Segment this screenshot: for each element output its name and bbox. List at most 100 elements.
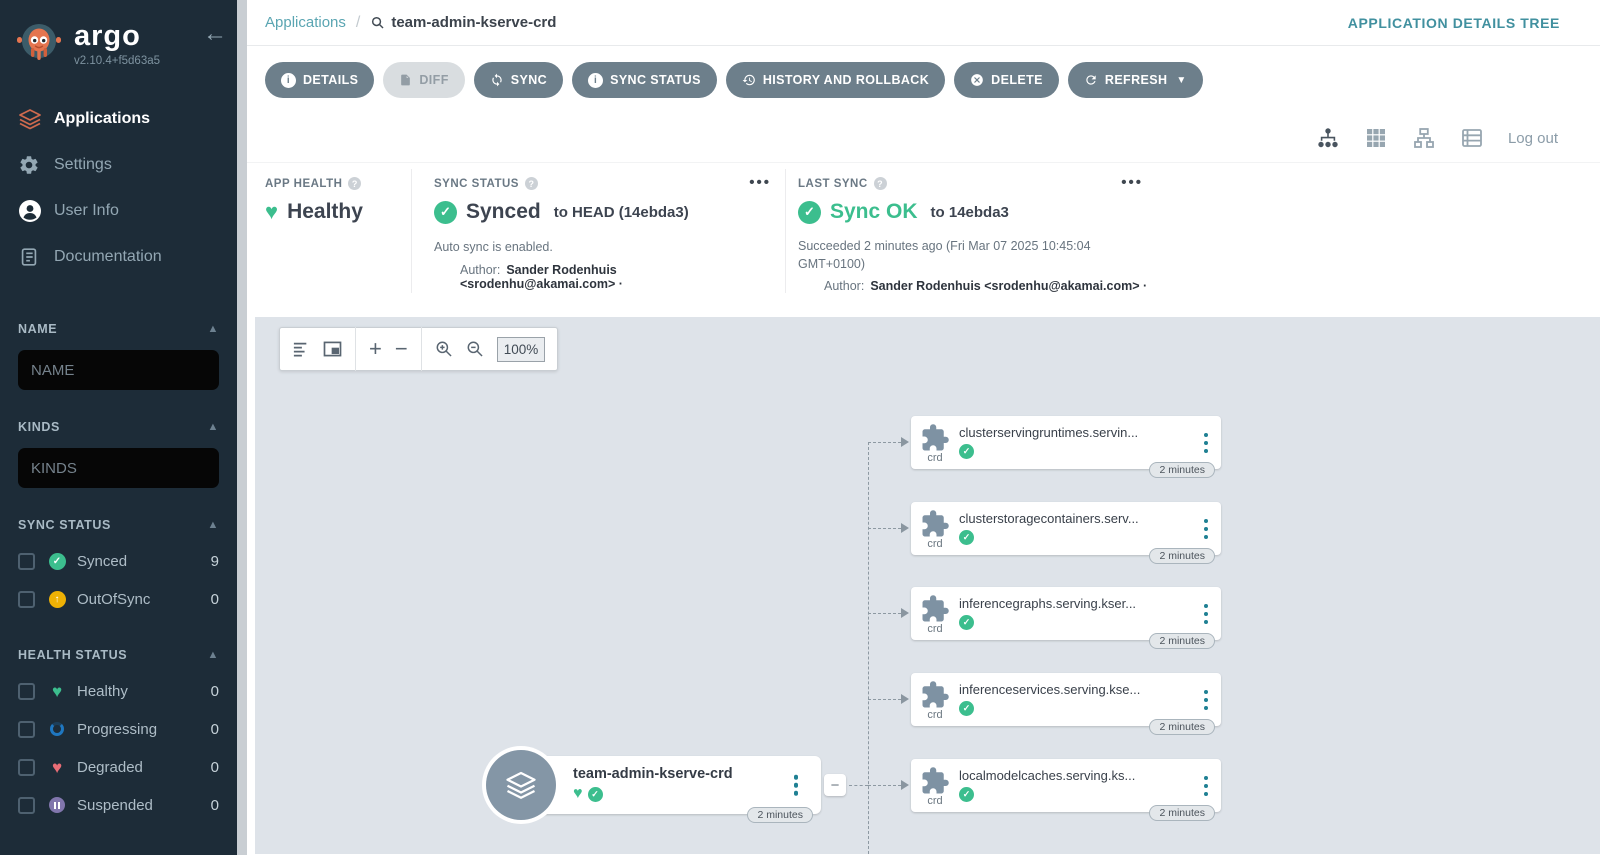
- sidebar-collapse-icon[interactable]: ←: [203, 20, 227, 47]
- zoom-level-input[interactable]: 100%: [496, 336, 546, 362]
- degraded-count: 0: [210, 758, 219, 776]
- sync-button[interactable]: SYNC: [473, 62, 564, 98]
- synced-icon: ✓: [959, 615, 974, 631]
- collapse-triangle-icon[interactable]: ▲: [207, 323, 219, 335]
- search-icon: [372, 16, 384, 29]
- zoom-out-button[interactable]: −: [394, 336, 408, 362]
- help-icon[interactable]: ?: [348, 177, 362, 190]
- last-sync-menu[interactable]: •••: [1121, 174, 1143, 191]
- author-value: Sander Rodenhuis <srodenhu@akamai.com> ·: [870, 279, 1148, 294]
- suspended-checkbox[interactable]: [18, 796, 35, 814]
- graph-canvas[interactable]: + − 100%: [255, 317, 1600, 855]
- collapse-triangle-icon[interactable]: ▲: [207, 421, 219, 433]
- last-sync-target[interactable]: to 14ebda3: [930, 203, 1009, 221]
- resource-node-localmodelcaches[interactable]: crd localmodelcaches.serving.ks... ✓ 2 m…: [911, 759, 1221, 822]
- node-menu[interactable]: [1203, 416, 1208, 469]
- crd-puzzle-icon: [922, 767, 949, 794]
- outofsync-icon: ↑: [48, 590, 66, 608]
- filter-row-outofsync: ↑ OutOfSync 0: [18, 580, 219, 618]
- list-view-icon[interactable]: [1460, 126, 1484, 150]
- sync-status-panel: SYNC STATUS ? ••• ✓ Synced to HEAD (14eb…: [411, 169, 785, 294]
- author-label: Author:: [824, 279, 865, 294]
- outofsync-checkbox[interactable]: [18, 590, 35, 608]
- filter-sync-status: SYNC STATUS ▲ ✓ Synced 9 ↑ OutOfSync 0: [18, 518, 219, 618]
- sync-status-button[interactable]: i SYNC STATUS: [572, 62, 717, 98]
- author-value: Sander Rodenhuis <srodenhu@akamai.com> ·: [460, 263, 623, 291]
- sync-status-menu[interactable]: •••: [749, 174, 771, 191]
- application-icon[interactable]: [486, 750, 556, 821]
- breadcrumb-applications-link[interactable]: Applications: [265, 14, 346, 31]
- degraded-checkbox[interactable]: [18, 758, 35, 776]
- crd-puzzle-icon: [922, 595, 949, 622]
- auto-sync-note: Auto sync is enabled.: [434, 240, 553, 254]
- filter-row-synced: ✓ Synced 9: [18, 542, 219, 580]
- tree-trunk-line: [868, 442, 869, 855]
- synced-icon: ✓: [587, 786, 603, 802]
- node-menu[interactable]: [1203, 502, 1208, 555]
- sidebar-item-applications[interactable]: Applications: [0, 96, 237, 142]
- fit-to-screen-icon[interactable]: [323, 341, 342, 357]
- kinds-filter-input[interactable]: [18, 448, 219, 488]
- book-icon: [18, 246, 54, 268]
- diff-button[interactable]: DIFF: [383, 62, 465, 98]
- application-card[interactable]: team-admin-kserve-crd ♥ ✓ 2 minutes: [521, 756, 821, 824]
- name-filter-input[interactable]: [18, 350, 219, 390]
- history-rollback-button[interactable]: HISTORY AND ROLLBACK: [725, 62, 946, 98]
- layers-icon: [18, 107, 54, 131]
- align-icon[interactable]: [292, 341, 310, 357]
- synced-icon: ✓: [959, 701, 974, 717]
- main-content: Applications / team-admin-kserve-crd APP…: [247, 0, 1600, 855]
- file-icon: [401, 74, 411, 86]
- degraded-heart-icon: ♥: [51, 757, 63, 777]
- filter-health-header: HEALTH STATUS: [18, 648, 128, 662]
- breadcrumb-bar: Applications / team-admin-kserve-crd APP…: [247, 0, 1600, 46]
- author-label: Author:: [460, 263, 501, 277]
- help-icon[interactable]: ?: [524, 177, 538, 190]
- collapse-children-button[interactable]: −: [824, 774, 846, 797]
- resource-node-inferenceservices[interactable]: crd inferenceservices.serving.kse... ✓ 2…: [911, 673, 1221, 736]
- application-node[interactable]: team-admin-kserve-crd ♥ ✓ 2 minutes −: [486, 750, 846, 824]
- tree-branch-line: [868, 785, 901, 787]
- node-menu[interactable]: [1203, 587, 1208, 640]
- node-menu[interactable]: [1203, 673, 1208, 726]
- arrowhead-icon: [901, 780, 909, 791]
- refresh-button[interactable]: REFRESH ▼: [1067, 62, 1203, 98]
- sidebar: argo v2.10.4+f5d63a5 ← Applications Sett…: [0, 0, 237, 855]
- node-menu[interactable]: [1203, 759, 1208, 812]
- collapse-triangle-icon[interactable]: ▲: [207, 649, 219, 661]
- app-connector-line: [849, 785, 868, 787]
- zoom-in-button[interactable]: +: [369, 336, 382, 362]
- progressing-checkbox[interactable]: [18, 720, 35, 738]
- magnifier-plus-icon[interactable]: [435, 340, 453, 358]
- delete-button[interactable]: DELETE: [954, 62, 1059, 98]
- graph-toolbar: + − 100%: [279, 327, 559, 372]
- healthy-checkbox[interactable]: [18, 682, 35, 700]
- network-view-icon[interactable]: [1412, 126, 1436, 150]
- outofsync-count: 0: [210, 590, 219, 608]
- app-name: team-admin-kserve-crd: [391, 14, 557, 31]
- tree-view-icon[interactable]: [1316, 126, 1340, 150]
- details-button[interactable]: i DETAILS: [265, 62, 375, 98]
- collapse-triangle-icon[interactable]: ▲: [207, 519, 219, 531]
- magnifier-minus-icon[interactable]: [466, 340, 484, 358]
- sync-target[interactable]: to HEAD (14ebda3): [553, 203, 689, 221]
- view-switcher-bar: Log out: [247, 114, 1600, 162]
- sidebar-item-label: Settings: [54, 156, 112, 173]
- pods-view-icon[interactable]: [1364, 126, 1388, 150]
- logout-link[interactable]: Log out: [1507, 129, 1558, 147]
- status-summary: APP HEALTH ? ♥ Healthy SYNC STATUS ? •••…: [247, 162, 1600, 309]
- info-icon: i: [281, 72, 296, 88]
- sidebar-item-documentation[interactable]: Documentation: [0, 234, 237, 280]
- resource-node-clusterservingruntimes[interactable]: crd clusterservingruntimes.servin... ✓ 2…: [911, 416, 1221, 479]
- synced-icon: ✓: [48, 552, 66, 570]
- sidebar-item-user-info[interactable]: User Info: [0, 188, 237, 234]
- resource-node-clusterstoragecontainers[interactable]: crd clusterstoragecontainers.serv... ✓ 2…: [911, 502, 1221, 565]
- synced-checkbox[interactable]: [18, 552, 35, 570]
- resource-node-inferencegraphs[interactable]: crd inferencegraphs.serving.kser... ✓ 2 …: [911, 587, 1221, 650]
- version-label: v2.10.4+f5d63a5: [74, 55, 161, 67]
- sidebar-item-settings[interactable]: Settings: [0, 142, 237, 188]
- help-icon[interactable]: ?: [873, 177, 887, 190]
- application-menu[interactable]: [793, 775, 798, 796]
- progressing-count: 0: [210, 720, 219, 738]
- last-sync-detail: Succeeded 2 minutes ago (Fri Mar 07 2025…: [798, 239, 1091, 272]
